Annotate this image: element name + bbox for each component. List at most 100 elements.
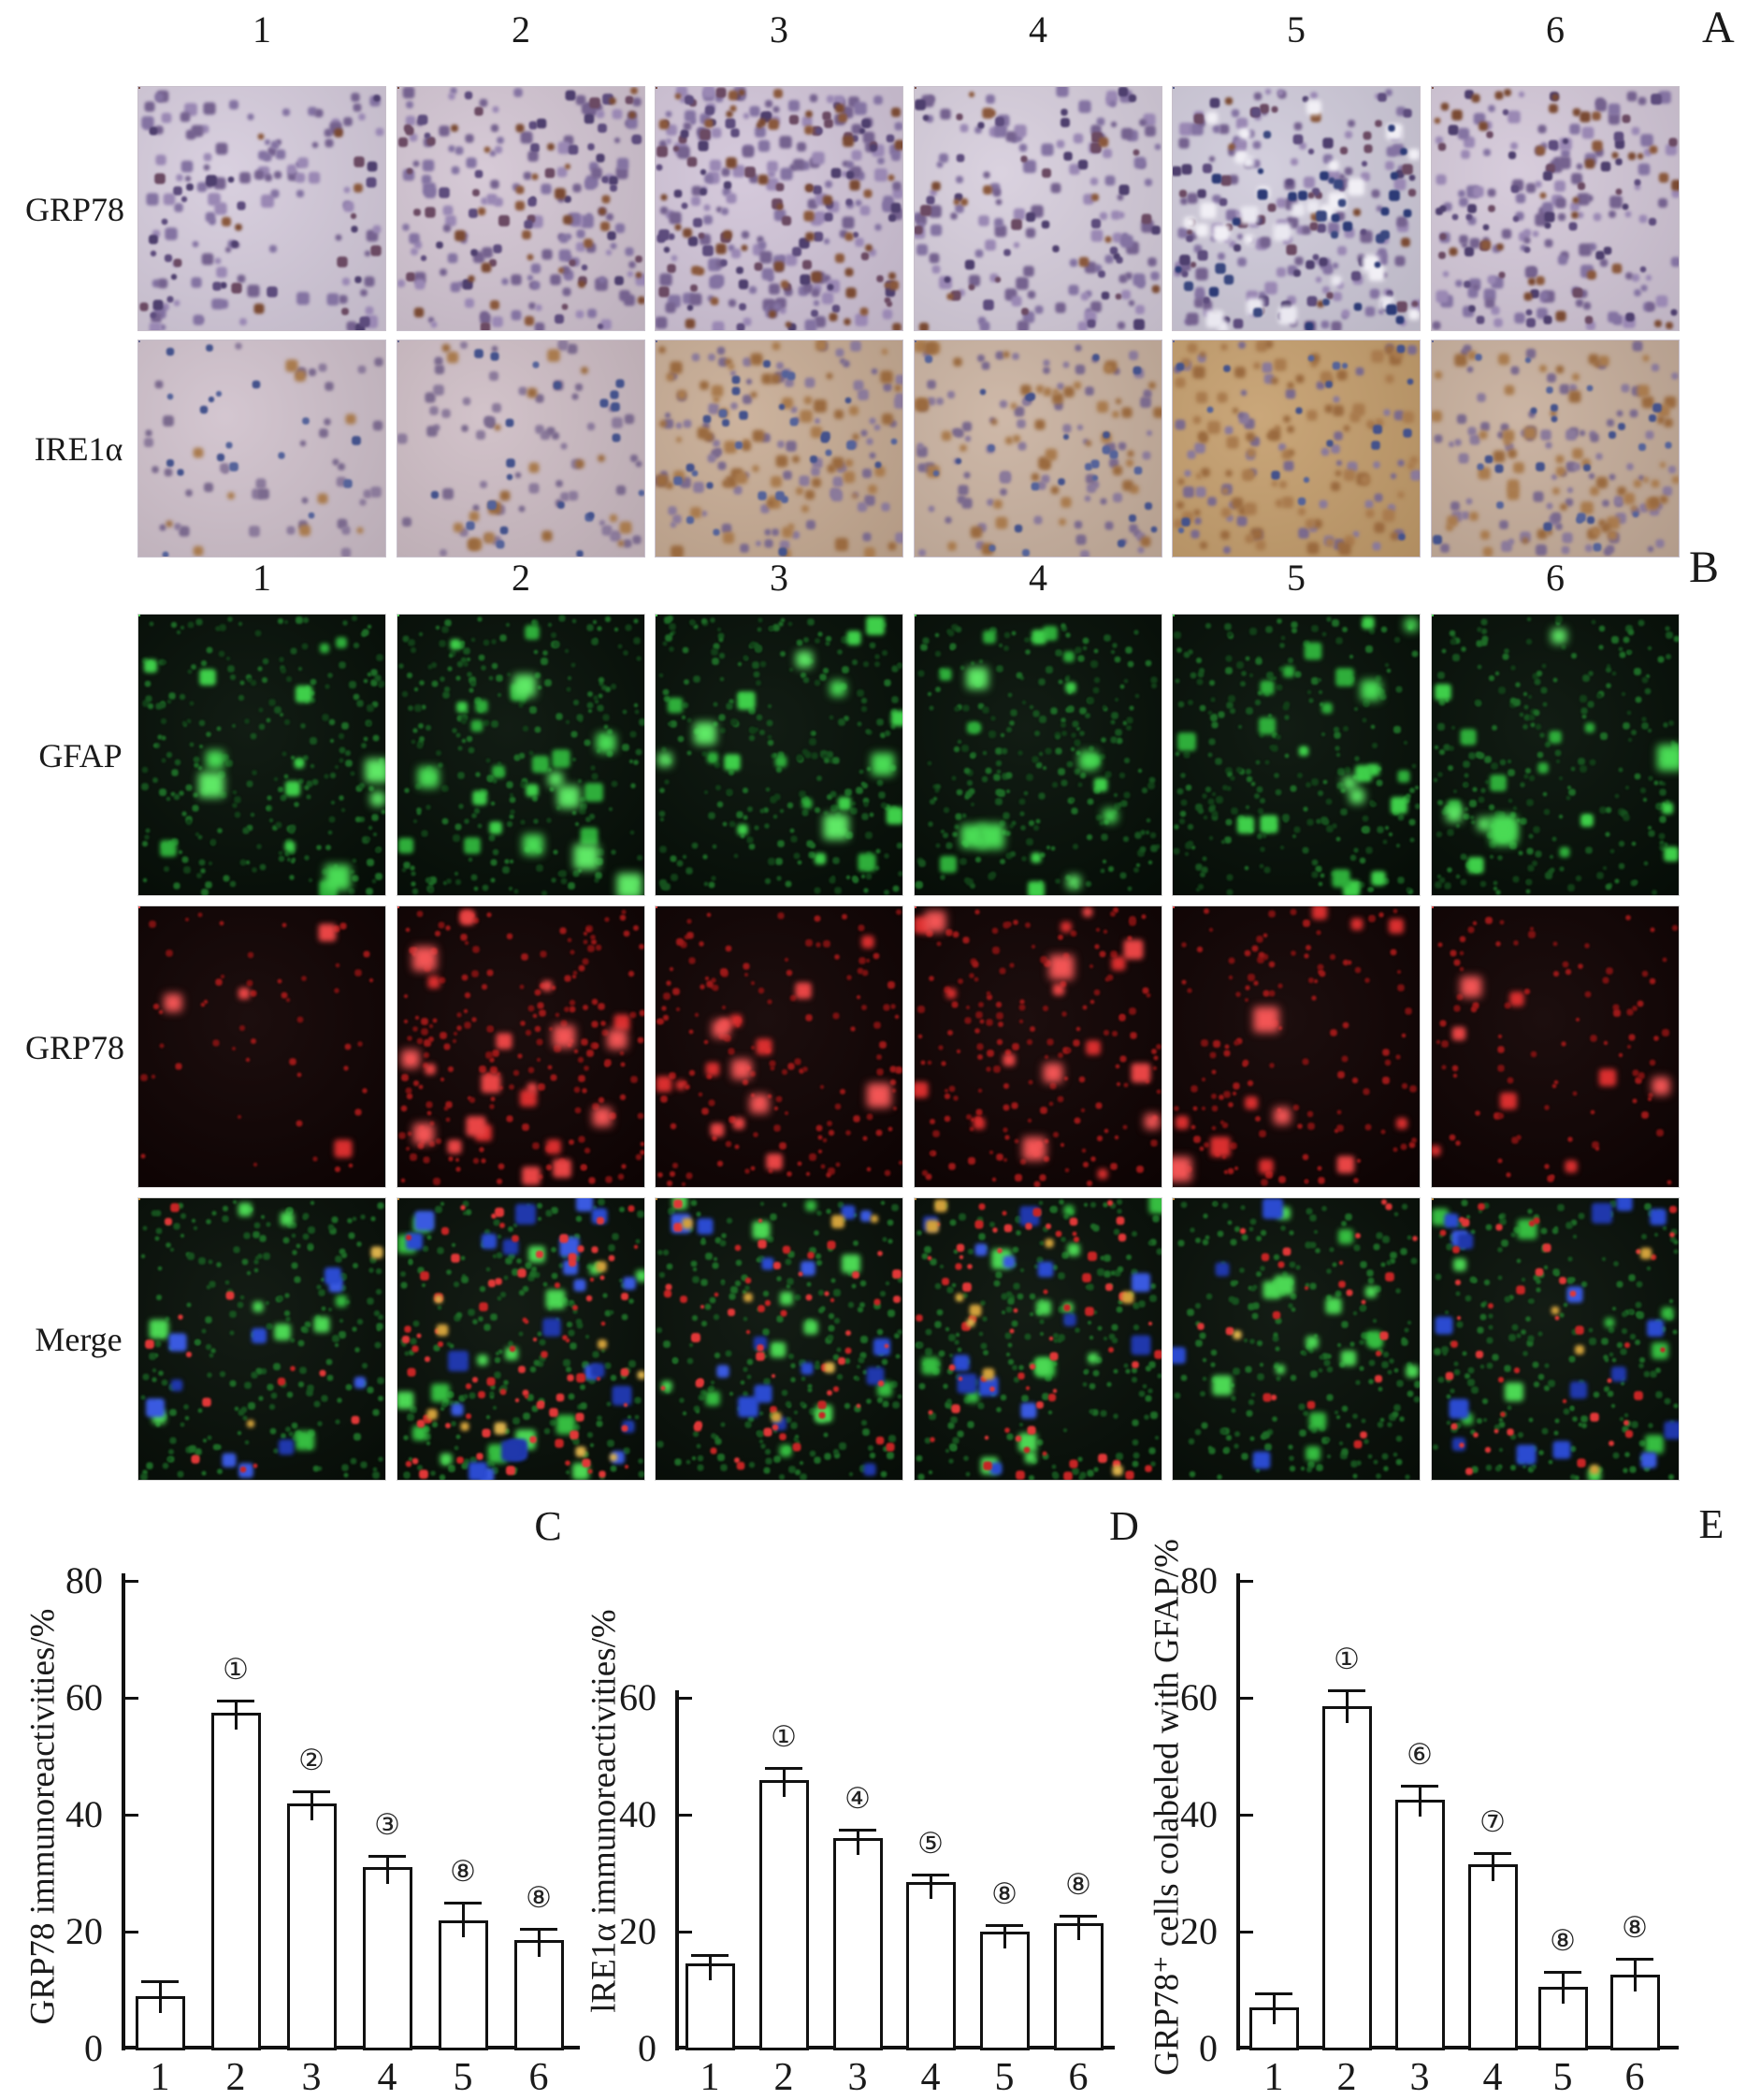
bar-D-group4 [905,1881,956,2050]
micrograph-panel_a-row2-col6 [1431,340,1680,558]
significance-marker-E-4: ⑦ [1479,1804,1506,1839]
x-tick-label-C-6: 6 [528,2056,549,2099]
column-label-panel_a-3: 3 [770,8,788,51]
micrograph-panel_b-row3-col5 [1172,1197,1421,1481]
error-bar-stem-E-4 [1491,1852,1494,1882]
x-tick-label-E-2: 2 [1336,2056,1357,2099]
y-tick-label-C-20: 20 [65,1910,103,1952]
column-label-panel_b-4: 4 [1029,557,1047,599]
significance-marker-E-5: ⑧ [1550,1923,1576,1958]
error-bar-stem-C-4 [385,1855,389,1885]
significance-marker-E-2: ① [1334,1642,1360,1676]
speckle-layer-4 [1173,1198,1175,1200]
row-label-grp78-fluor: GRP78 [24,1029,125,1066]
y-tick-D-20 [679,1931,692,1933]
error-bar-cap-C-5 [444,1901,482,1904]
speckle-layer-2 [1432,87,1434,89]
x-tick-label-D-3: 3 [847,2056,868,2099]
error-bar-cap-D-1 [691,1954,729,1957]
column-label-panel_b-1: 1 [253,557,271,599]
micrograph-panel_b-row3-col4 [914,1197,1162,1481]
error-bar-stem-E-5 [1561,1971,1565,2005]
bar-E-group4 [1467,1864,1518,2050]
y-tick-E-40 [1240,1814,1253,1817]
y-tick-label-C-40: 40 [65,1793,103,1835]
speckle-layer-2 [656,87,657,89]
micrograph-panel_a-row2-col1 [137,340,386,558]
error-bar-cap-D-6 [1060,1914,1097,1918]
error-bar-stem-E-6 [1633,1958,1637,1991]
significance-marker-C-4: ③ [374,1807,400,1842]
significance-marker-C-5: ⑧ [450,1854,476,1889]
significance-marker-E-6: ⑧ [1622,1910,1648,1945]
speckle-layer-2 [915,615,916,616]
row-label-grp78-ihc: GRP78 [24,191,125,228]
y-tick-label-D-20: 20 [619,1910,657,1952]
column-label-panel_b-6: 6 [1546,557,1565,599]
y-tick-D-60 [679,1697,692,1700]
speckle-layer-2 [138,615,140,616]
speckle-layer-4 [397,1198,399,1200]
y-tick-D-40 [679,1814,692,1817]
significance-marker-D-5: ⑧ [991,1876,1017,1911]
significance-marker-D-3: ④ [844,1781,871,1816]
chart-c-letter: C [534,1503,562,1549]
x-tick-label-D-4: 4 [920,2056,941,2099]
column-label-panel_a-2: 2 [512,8,530,51]
micrograph-panel_a-row2-col4 [914,340,1162,558]
significance-marker-C-2: ① [223,1653,249,1687]
micrograph-panel_a-row1-col4 [914,86,1162,331]
speckle-layer-4 [138,1198,140,1200]
micrograph-panel_a-row1-col1 [137,86,386,331]
y-tick-label-C-80: 80 [65,1559,103,1601]
micrograph-panel_b-row2-col2 [397,905,645,1188]
bar-C-group5 [438,1919,488,2050]
x-tick-label-E-1: 1 [1263,2056,1284,2099]
speckle-layer-4 [1173,87,1175,89]
speckle-layer-2 [915,340,916,342]
column-label-panel_a-1: 1 [253,8,271,51]
error-bar-cap-C-2 [217,1700,254,1703]
speckle-layer-2 [1432,615,1434,616]
error-bar-stem-E-1 [1272,1992,1276,2025]
y-axis-D [675,1690,679,2050]
micrograph-panel_b-row1-col6 [1431,614,1680,896]
y-tick-C-20 [125,1931,138,1933]
micrograph-panel_a-row2-col2 [397,340,645,558]
column-label-panel_a-4: 4 [1029,8,1047,51]
error-bar-stem-D-3 [856,1829,859,1855]
error-bar-stem-C-2 [234,1701,238,1730]
y-tick-E-80 [1240,1580,1253,1583]
x-axis-C [122,2046,580,2049]
y-axis-C [122,1573,125,2050]
error-bar-stem-D-4 [929,1874,932,1899]
speckle-layer-2 [397,340,399,342]
bar-C-group4 [362,1867,412,2050]
x-tick-label-C-1: 1 [150,2056,170,2099]
error-bar-stem-C-6 [537,1928,541,1958]
speckle-layer-4 [1432,1198,1434,1200]
y-tick-label-D-0: 0 [638,2027,657,2069]
x-tick-label-D-5: 5 [994,2056,1015,2099]
micrograph-panel_b-row1-col2 [397,614,645,896]
speckle-layer-2 [915,87,916,89]
error-bar-cap-C-3 [293,1790,330,1793]
x-tick-label-D-6: 6 [1068,2056,1089,2099]
y-tick-label-E-20: 20 [1180,1910,1218,1952]
significance-marker-D-4: ⑤ [917,1826,944,1861]
error-bar-stem-E-2 [1345,1689,1349,1724]
x-tick-label-D-2: 2 [773,2056,794,2099]
panel-b-letter: B [1689,543,1720,592]
micrograph-panel_b-row1-col3 [655,614,903,896]
y-tick-E-20 [1240,1931,1253,1933]
y-tick-label-D-40: 40 [619,1793,657,1835]
bar-D-group5 [979,1932,1030,2050]
y-tick-C-40 [125,1814,138,1817]
error-bar-cap-D-4 [912,1873,949,1876]
micrograph-panel_b-row2-col1 [137,905,386,1188]
x-tick-label-D-1: 1 [700,2056,720,2099]
micrograph-panel_a-row1-col3 [655,86,903,331]
column-label-panel_b-5: 5 [1287,557,1306,599]
row-label-merge: Merge [35,1321,123,1358]
